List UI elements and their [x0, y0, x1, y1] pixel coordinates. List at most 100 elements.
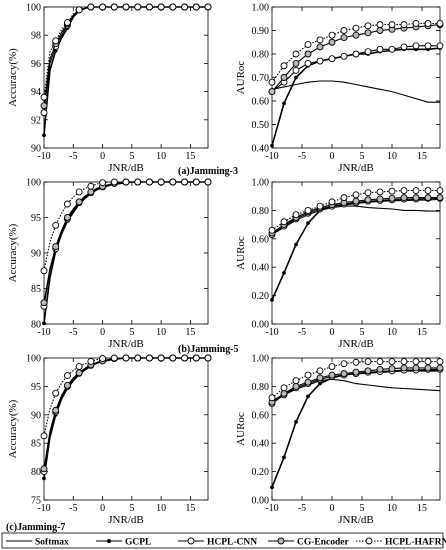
x-tick-label: 15 [417, 151, 427, 162]
plot-frame [43, 357, 209, 501]
series-point-cg-encoder [352, 368, 360, 376]
series-point-hcpl-hafrnet [268, 78, 276, 86]
series-point-cg-encoder [364, 196, 372, 204]
series-point-hcpl-hafrnet [204, 178, 212, 186]
x-tick-label: -10 [37, 327, 50, 338]
x-tick-label: 0 [330, 503, 335, 514]
x-tick-label: 0 [330, 151, 335, 162]
series-point-gcpl [270, 485, 274, 490]
series-point-hcpl-hafrnet [424, 20, 432, 27]
y-axis-label: Accuracy(%) [7, 399, 19, 458]
series-point-hcpl-hafrnet [280, 384, 288, 392]
series-point-hcpl-hafrnet [388, 187, 396, 195]
series-point-cg-encoder [292, 382, 300, 390]
y-tick-label: 90 [31, 410, 41, 421]
series-point-hcpl-hafrnet [87, 3, 95, 11]
y-tick-label: 100 [26, 3, 41, 14]
x-tick-label: 10 [156, 327, 166, 338]
series-point-hcpl-hafrnet [134, 3, 142, 11]
series-point-hcpl-hafrnet [99, 355, 107, 363]
series-point-cg-encoder [424, 194, 432, 202]
series-point-cg-encoder [268, 88, 276, 96]
series-point-hcpl-hafrnet [110, 354, 118, 362]
x-tick-label: 5 [360, 327, 365, 338]
series-point-cg-encoder [412, 194, 420, 202]
y-tick-label: 90 [31, 144, 41, 155]
series-point-hcpl-hafrnet [376, 21, 384, 29]
series-point-hcpl-hafrnet [304, 41, 312, 49]
series-point-hcpl-hafrnet [364, 22, 372, 30]
series-point-hcpl-hafrnet [424, 358, 432, 365]
series-point-hcpl-hafrnet [157, 178, 165, 186]
series-point-gcpl [306, 394, 310, 399]
series-point-hcpl-hafrnet [63, 19, 71, 26]
series-point-gcpl [282, 270, 286, 275]
series-point-cg-encoder [304, 50, 312, 58]
y-tick-label: 95 [31, 382, 41, 393]
series-point-hcpl-hafrnet [340, 194, 348, 202]
y-tick-label: 85 [31, 284, 41, 295]
series-line-hcpl-hafrnet [43, 357, 208, 436]
series-point-cg-encoder [40, 299, 48, 307]
x-tick-label: -10 [265, 151, 278, 162]
series-point-cg-encoder [304, 378, 312, 386]
plot-frame [43, 6, 209, 149]
x-tick-label: 0 [100, 503, 105, 514]
series-point-hcpl-hafrnet [145, 178, 153, 186]
series-point-cg-encoder [75, 369, 83, 377]
series-point-hcpl-hafrnet [376, 358, 384, 365]
series-point-gcpl [294, 420, 298, 424]
chart-c-accuracy: 75 80 85 90 95 100 -10 -5 0 5 10 15 JNR/dB Accuracy(%… [7, 354, 212, 526]
series-point-gcpl [294, 75, 298, 80]
x-tick-label: 15 [417, 327, 427, 338]
y-tick-label: 0.00 [252, 320, 270, 331]
caption-jamming-5: (b)Jamming-5 [178, 344, 239, 355]
y-tick-label: 0.80 [252, 206, 270, 217]
series-point-cg-encoder [280, 390, 288, 397]
y-tick-label: 80 [31, 467, 41, 478]
y-tick-label: 0.60 [252, 234, 270, 245]
series-point-cg-encoder [364, 29, 372, 37]
series-point-cg-encoder [376, 27, 384, 34]
series-point-hcpl-hafrnet [157, 354, 165, 362]
series-point-hcpl-hafrnet [110, 178, 118, 186]
series-point-hcpl-hafrnet [436, 187, 444, 194]
x-tick-label: 5 [360, 503, 365, 514]
series-line-hcpl-hafrnet [271, 189, 440, 231]
series-point-cg-encoder [352, 197, 360, 205]
series-point-hcpl-hafrnet [75, 188, 83, 196]
series-point-hcpl-cnn [376, 45, 384, 53]
series-point-cg-encoder [280, 74, 288, 81]
series-point-hcpl-hafrnet [364, 189, 372, 197]
y-tick-label: 0.40 [252, 144, 270, 155]
series-point-hcpl-hafrnet [376, 188, 384, 196]
caption-jamming-7: (c)Jamming-7 [6, 522, 65, 533]
series-point-cg-encoder [316, 374, 324, 382]
series-point-hcpl-hafrnet [268, 226, 276, 234]
series-point-cg-encoder [340, 370, 348, 378]
series-point-hcpl-cnn [412, 42, 420, 50]
series-point-hcpl-cnn [304, 59, 312, 67]
x-tick-label: -10 [265, 327, 278, 338]
series-point-hcpl-hafrnet [134, 178, 142, 186]
x-tick-label: 10 [156, 503, 166, 514]
series-point-cg-encoder [63, 214, 71, 221]
series-point-hcpl-cnn [40, 109, 48, 117]
y-tick-label: 85 [31, 439, 41, 450]
series-point-hcpl-hafrnet [75, 363, 83, 370]
series-point-hcpl-hafrnet [328, 31, 336, 39]
y-axis-label: AURoc [235, 236, 247, 270]
series-point-gcpl [42, 476, 46, 481]
y-tick-label: 0.40 [252, 263, 270, 274]
caption-jamming-3: (a)Jamming-3 [178, 166, 238, 177]
series-point-hcpl-hafrnet [52, 37, 60, 45]
y-tick-label: 0.80 [252, 50, 270, 61]
y-tick-label: 0.40 [252, 439, 270, 450]
y-tick-label: 80 [31, 320, 41, 331]
series-point-hcpl-hafrnet [292, 377, 300, 385]
series-point-hcpl-cnn [436, 42, 444, 50]
series-point-hcpl-hafrnet [169, 354, 177, 362]
series-point-hcpl-hafrnet [169, 178, 177, 186]
series-point-cg-encoder [328, 38, 336, 46]
x-tick-label: 15 [185, 151, 195, 162]
